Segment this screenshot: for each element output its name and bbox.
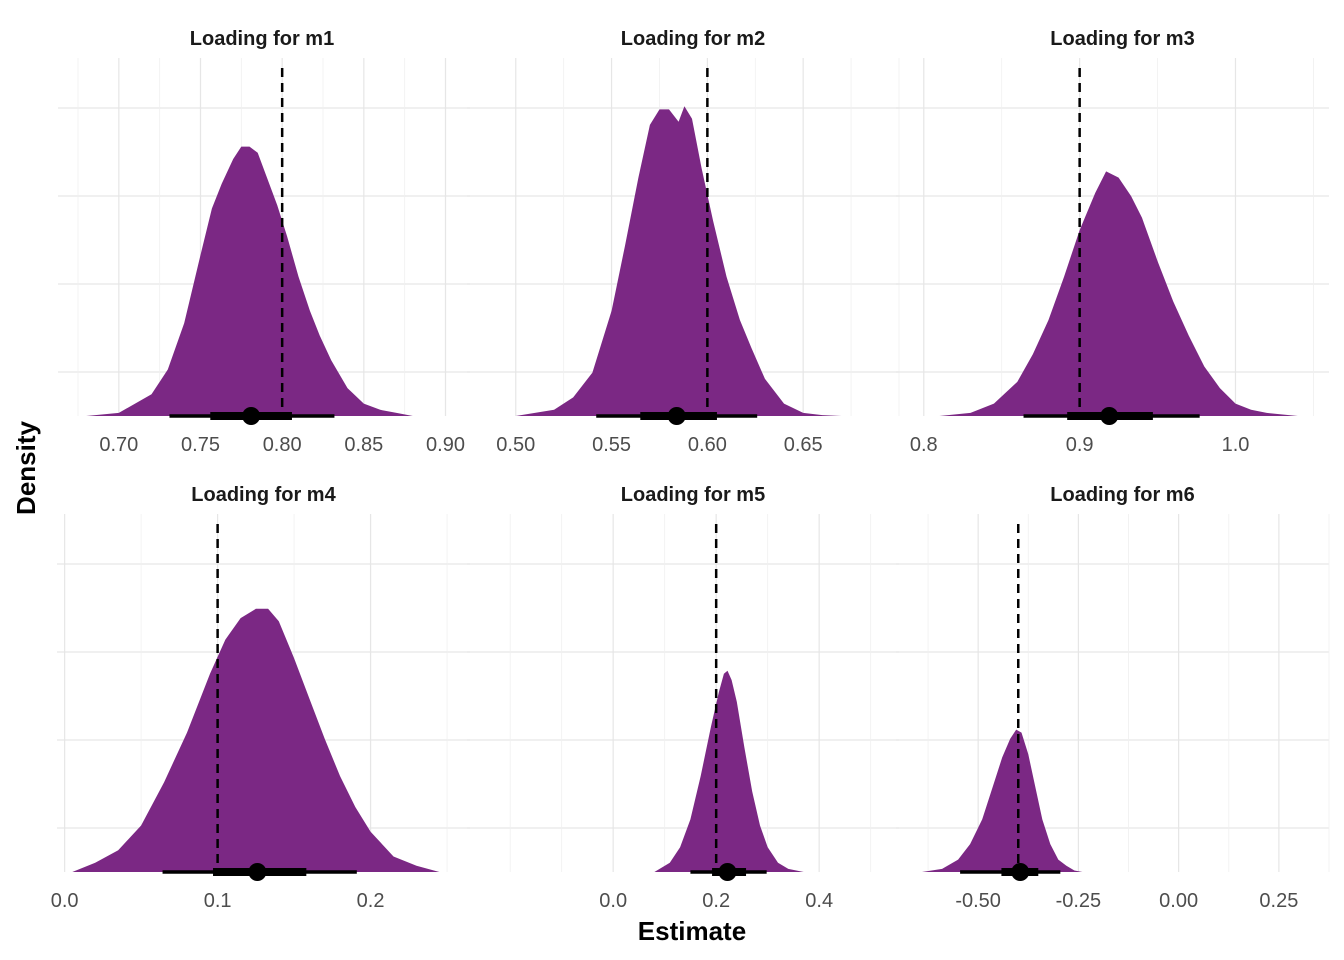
x-tick-label: 0.75 [181, 434, 220, 456]
x-tick-label: 0.1 [204, 890, 232, 912]
panel-5: Loading for m5 0.0 0.2 0.4 [467, 484, 899, 912]
panel-2: Loading for m2 0.50 0.55 0.60 0.65 [467, 28, 900, 456]
panel-title: Loading for m5 [621, 484, 765, 506]
density-area [72, 608, 440, 872]
x-tick-label: 0.50 [496, 434, 535, 456]
median-point [1011, 863, 1030, 881]
x-tick-label: 0.0 [599, 890, 627, 912]
x-tick-label: 0.80 [263, 434, 302, 456]
x-tick-label: 0.0 [51, 890, 79, 912]
x-tick-label: 0.90 [426, 434, 465, 456]
median-point [718, 863, 737, 881]
x-tick-label: 0.25 [1259, 890, 1298, 912]
density-area [922, 729, 1083, 872]
x-tick-label: 0.4 [805, 890, 833, 912]
density-area [654, 670, 804, 872]
x-tick-label: 0.60 [688, 434, 727, 456]
median-point [1100, 407, 1119, 425]
x-tick-label: 0.00 [1159, 890, 1198, 912]
panel-6: Loading for m6 -0.50 -0.25 0.00 0.25 [896, 484, 1330, 912]
x-tick-label: 0.55 [592, 434, 631, 456]
y-axis-title: Density [11, 421, 41, 515]
panel-title: Loading for m3 [1050, 28, 1194, 50]
panel-title: Loading for m4 [191, 484, 336, 506]
panel-title: Loading for m6 [1050, 484, 1194, 506]
x-tick-label: 0.85 [344, 434, 383, 456]
x-tick-label: 0.9 [1066, 434, 1094, 456]
median-point [248, 863, 267, 881]
median-point [242, 407, 261, 425]
x-tick-label: -0.25 [1056, 890, 1102, 912]
x-tick-label: 0.8 [910, 434, 938, 456]
x-axis-title: Estimate [638, 916, 746, 946]
panels-layer: Loading for m10.70 0.75 0.80 0.85 0.90Loadin… [51, 28, 1330, 912]
density-area [515, 106, 842, 417]
panel-3: Loading for m3 0.8 0.9 1.0 [896, 28, 1329, 456]
x-tick-label: 0.2 [702, 890, 730, 912]
x-tick-label: 0.2 [357, 890, 385, 912]
panel-1: Loading for m1 0.70 0.75 0.80 0.85 0.90 [58, 28, 470, 456]
panel-title: Loading for m1 [190, 28, 334, 50]
x-tick-label: 1.0 [1222, 434, 1250, 456]
density-area [86, 146, 413, 416]
x-tick-label: 0.65 [784, 434, 823, 456]
x-tick-label: 0.70 [99, 434, 138, 456]
median-point [667, 407, 686, 425]
x-tick-label: -0.50 [955, 890, 1001, 912]
panel-4: Loading for m4 0.0 0.1 0.2 [51, 484, 470, 912]
panel-title: Loading for m2 [621, 28, 765, 50]
density-area [939, 171, 1298, 416]
